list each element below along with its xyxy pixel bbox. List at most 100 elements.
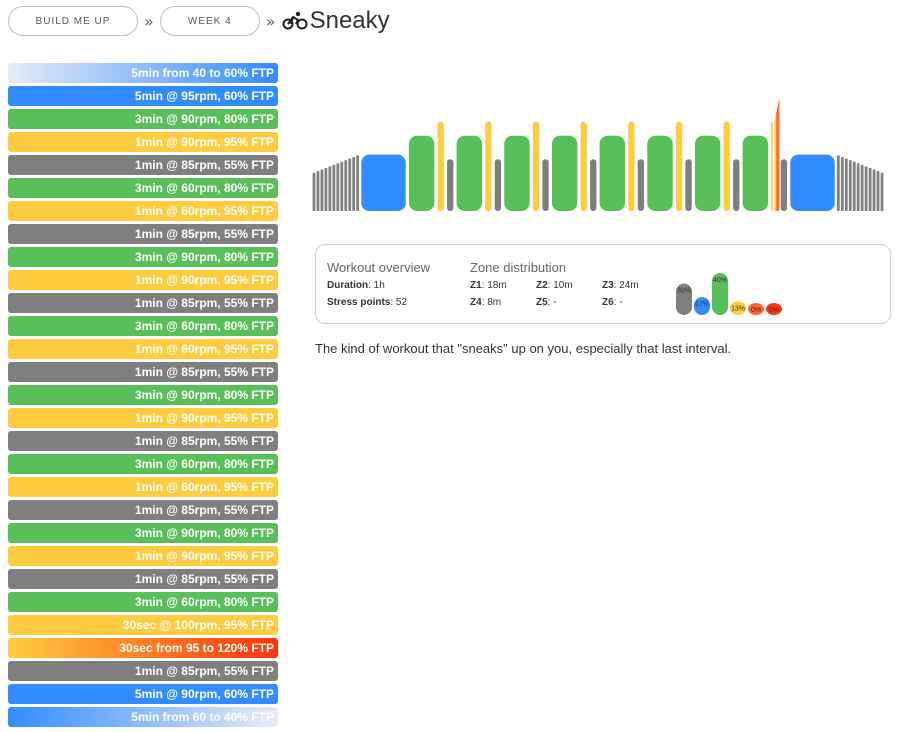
chart-bar: [771, 121, 773, 211]
chart-bar: [780, 159, 788, 211]
zone-percent-label: 13%: [731, 305, 745, 312]
chart-bar: [856, 163, 860, 211]
chart-bar: [776, 111, 778, 211]
interval-item: 1min @ 85rpm, 55% FTP: [8, 293, 278, 313]
chart-bar: [848, 160, 852, 211]
zone-pill: [676, 283, 692, 315]
zone-pill: [766, 303, 782, 315]
zone-distribution-chart: 30% 17% 40% 13% 0% 0%: [676, 273, 782, 315]
chart-bar: [637, 159, 645, 211]
breadcrumb-week-4-button[interactable]: WEEK 4: [159, 6, 260, 36]
interval-item: 30sec @ 100rpm, 95% FTP: [8, 615, 278, 635]
chart-bar: [778, 99, 780, 211]
breadcrumb: BUILD ME UP » WEEK 4 » Sneaky: [8, 4, 390, 38]
zone-row: Z3: 24m: [602, 280, 639, 291]
chart-bar: [647, 135, 673, 211]
chart-bar: [836, 155, 840, 211]
zone-distribution-heading: Zone distribution: [470, 260, 567, 275]
chart-bar: [456, 135, 482, 211]
interval-item: 3min @ 90rpm, 80% FTP: [8, 523, 278, 543]
zone-row: Z2: 10m: [536, 280, 573, 291]
breadcrumb-separator: »: [144, 11, 154, 31]
stress-row: Stress points: 52: [327, 297, 408, 308]
chart-bar: [356, 155, 360, 211]
chart-bar: [447, 159, 454, 211]
zone-row: Z5: -: [536, 297, 557, 308]
chart-bar: [590, 159, 597, 211]
zone-percent-label: 0%: [751, 307, 761, 314]
chart-bar: [352, 156, 356, 211]
interval-item: 1min @ 90rpm, 95% FTP: [8, 270, 278, 290]
zone-percent-label: 0%: [769, 307, 779, 314]
interval-item: 3min @ 90rpm, 80% FTP: [8, 247, 278, 267]
chart-bar: [312, 172, 316, 211]
workout-chart: [312, 99, 884, 211]
chart-bar: [864, 166, 868, 211]
chart-bar: [872, 169, 876, 211]
chart-bar: [675, 121, 683, 211]
chart-bar: [599, 135, 625, 211]
bike-icon: [282, 11, 308, 30]
interval-item: 3min @ 90rpm, 80% FTP: [8, 109, 278, 129]
interval-item: 1min @ 85rpm, 55% FTP: [8, 569, 278, 589]
interval-item: 5min @ 95rpm, 60% FTP: [8, 86, 278, 106]
interval-item: 5min from 60 to 40% FTP: [8, 707, 278, 727]
interval-item: 3min @ 90rpm, 80% FTP: [8, 385, 278, 405]
page-title-text: Sneaky: [309, 7, 390, 34]
zone-pill: [730, 301, 746, 315]
zone-percent-label: 30%: [677, 288, 691, 295]
chart-bar: [840, 156, 844, 211]
interval-item: 5min @ 90rpm, 60% FTP: [8, 684, 278, 704]
chart-bar: [742, 135, 768, 211]
zone-row: Z6: -: [602, 297, 623, 308]
zone-percent-label: 40%: [713, 277, 727, 284]
chart-bar: [775, 117, 776, 211]
chart-bar: [336, 163, 340, 211]
workout-overview-panel: Workout overview Duration: 1h Stress poi…: [315, 244, 891, 324]
chart-bar: [485, 121, 492, 211]
chart-bar: [860, 164, 864, 211]
breadcrumb-separator: »: [265, 11, 276, 31]
duration-value: 1h: [373, 280, 385, 291]
chart-bar: [494, 159, 502, 211]
chart-bar: [733, 159, 740, 211]
chart-bar: [876, 171, 880, 211]
interval-item: 1min @ 60rpm, 95% FTP: [8, 201, 278, 221]
interval-item: 1min @ 90rpm, 95% FTP: [8, 408, 278, 428]
stress-value: 52: [395, 297, 408, 308]
chart-bar: [324, 167, 328, 211]
interval-item: 1min @ 85rpm, 55% FTP: [8, 500, 278, 520]
chart-bar: [694, 135, 721, 211]
workout-description: The kind of workout that "sneaks" up on …: [315, 341, 732, 356]
chart-bar: [852, 161, 856, 211]
chart-bar: [844, 158, 848, 211]
interval-item: 3min @ 60rpm, 80% FTP: [8, 316, 278, 336]
chart-bar: [332, 164, 336, 211]
chart-bar: [551, 135, 578, 211]
workout-overview-heading: Workout overview: [327, 260, 431, 275]
chart-bar: [723, 121, 730, 211]
interval-item: 3min @ 60rpm, 80% FTP: [8, 592, 278, 612]
chart-bar: [328, 166, 332, 211]
zone-pill: [748, 303, 764, 315]
chart-bar: [437, 121, 444, 211]
zone-row: Z4: 8m: [470, 297, 502, 308]
interval-list: 5min from 40 to 60% FTP 5min @ 95rpm, 60%…: [8, 63, 278, 730]
chart-bar: [580, 121, 587, 211]
chart-bar: [532, 121, 540, 211]
interval-item: 3min @ 60rpm, 80% FTP: [8, 178, 278, 198]
chart-bar: [504, 135, 530, 211]
duration-label: Duration: [327, 280, 369, 291]
interval-item: 1min @ 85rpm, 55% FTP: [8, 431, 278, 451]
interval-item: 1min @ 85rpm, 55% FTP: [8, 362, 278, 382]
breadcrumb-build-me-up-button[interactable]: BUILD ME UP: [8, 6, 138, 36]
chart-bar: [778, 102, 779, 211]
chart-bar: [344, 160, 348, 211]
page-title: Sneaky: [282, 7, 390, 35]
interval-item: 1min @ 60rpm, 95% FTP: [8, 339, 278, 359]
chart-bar: [790, 154, 835, 211]
interval-item: 1min @ 85rpm, 55% FTP: [8, 661, 278, 681]
interval-item: 30sec from 95 to 120% FTP: [8, 638, 278, 658]
zone-row: Z1: 18m: [470, 280, 507, 291]
interval-item: 1min @ 60rpm, 95% FTP: [8, 477, 278, 497]
